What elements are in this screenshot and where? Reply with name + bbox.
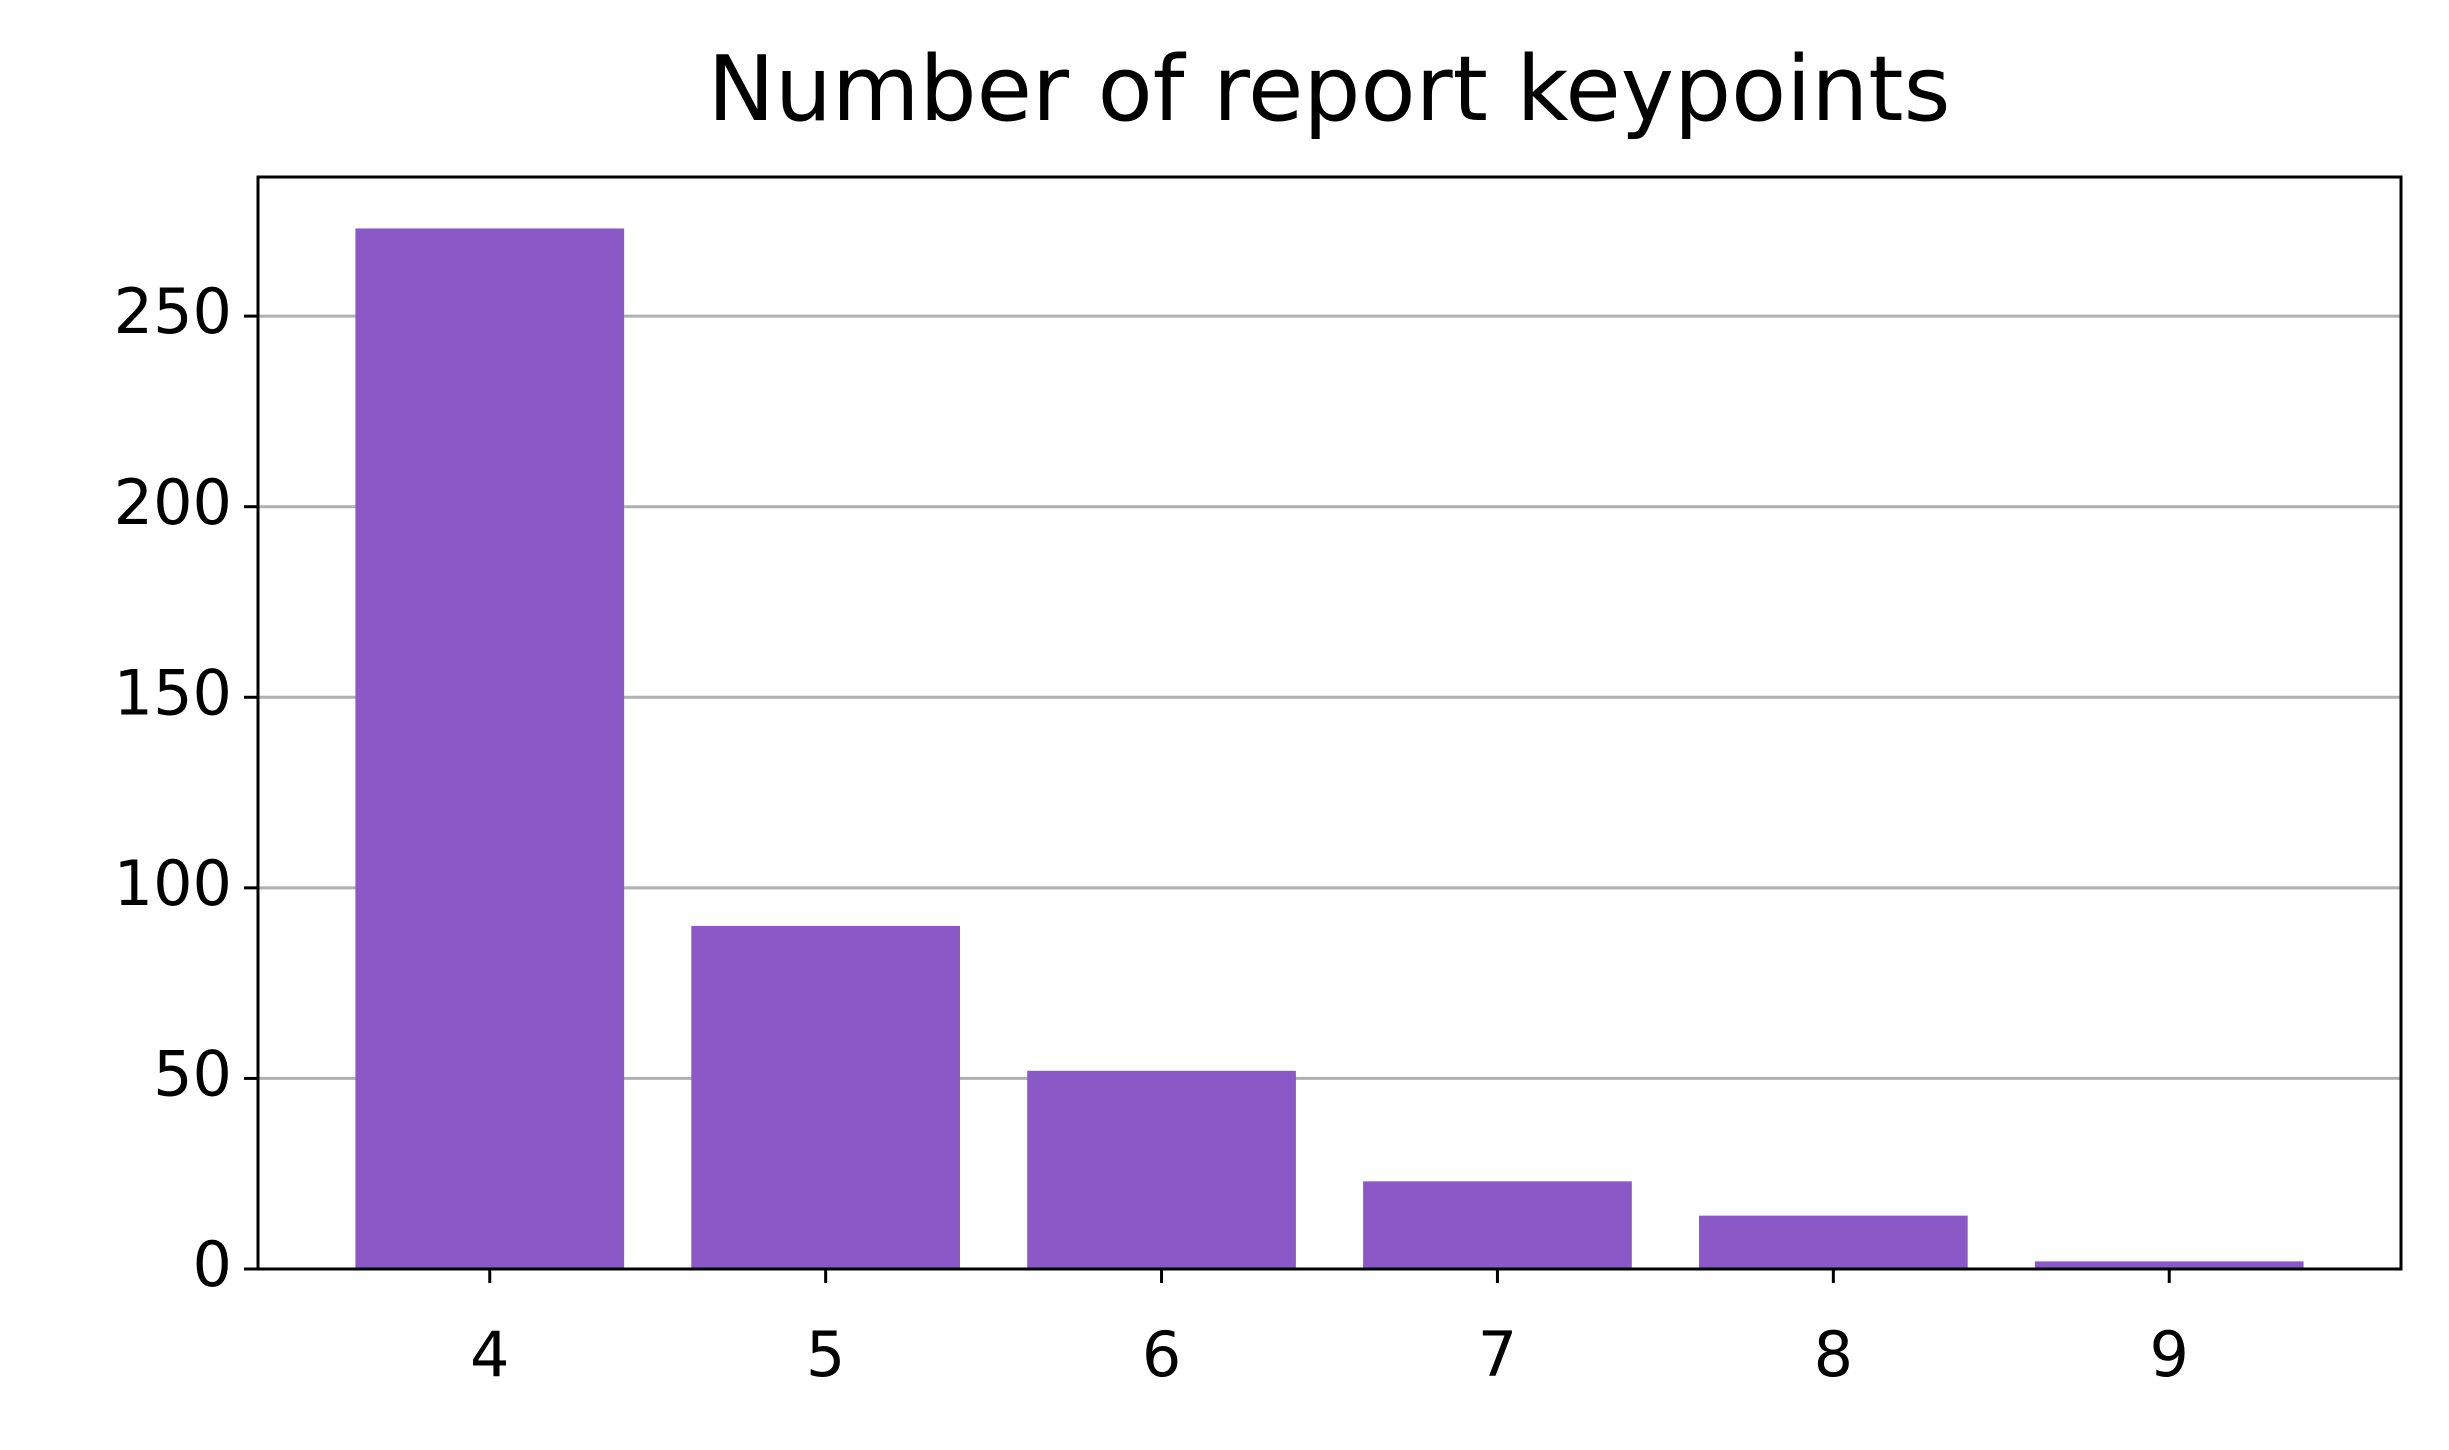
bar: [691, 925, 961, 1269]
bar: [1363, 1181, 1632, 1269]
bar: [355, 228, 625, 1270]
plot-frame: [256, 175, 2403, 1271]
y-tick-label: 50: [153, 1038, 232, 1111]
x-tick-label: 9: [2150, 1318, 2189, 1391]
bar: [2034, 1261, 2304, 1269]
chart-title: Number of report keypoints: [708, 37, 1951, 142]
x-tick-label: 6: [1142, 1318, 1181, 1391]
x-tick-label: 8: [1814, 1318, 1853, 1391]
y-tick-label: 250: [114, 275, 232, 348]
y-tick-label: 200: [114, 466, 232, 539]
bar: [1698, 1215, 1968, 1269]
bar: [1027, 1070, 1296, 1269]
x-tick-label: 4: [470, 1318, 509, 1391]
x-tick-label: 5: [806, 1318, 845, 1391]
y-tick-label: 150: [114, 656, 232, 729]
y-tick-label: 100: [114, 847, 232, 920]
x-tick-label: 7: [1478, 1318, 1517, 1391]
y-tick-label: 0: [193, 1228, 232, 1301]
